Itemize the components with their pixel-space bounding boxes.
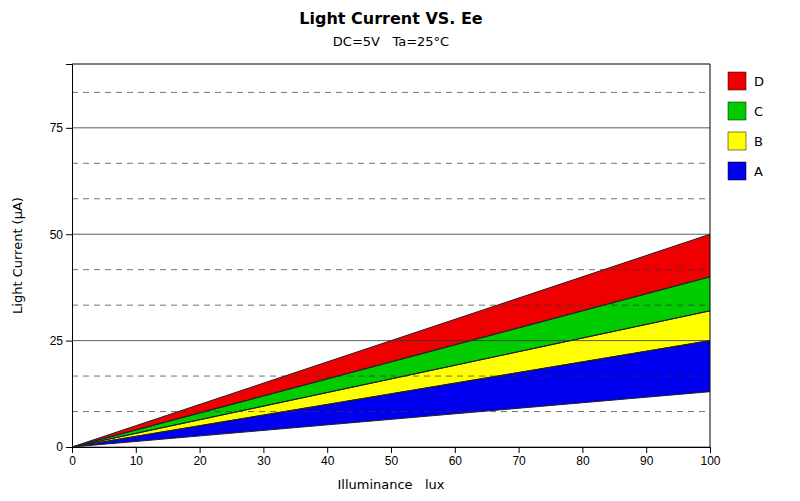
band-edge bbox=[72, 234, 710, 447]
legend-item: D bbox=[728, 72, 764, 90]
plot-frame bbox=[710, 64, 711, 447]
x-tick: 20 bbox=[193, 447, 207, 468]
band bbox=[72, 277, 710, 447]
x-tick-label: 90 bbox=[640, 454, 654, 468]
band-edge bbox=[72, 392, 710, 447]
band-edge bbox=[72, 311, 710, 447]
y-tick-mark bbox=[66, 341, 72, 342]
x-tick-mark bbox=[582, 447, 583, 453]
x-axis: 0 10 20 30 40 50 60 70 80 90 100 bbox=[69, 447, 721, 468]
x-tick-label: 50 bbox=[385, 454, 399, 468]
x-tick-label: 30 bbox=[257, 454, 271, 468]
grid-line bbox=[72, 127, 710, 128]
x-tick-label: 80 bbox=[576, 454, 590, 468]
y-tick-mark bbox=[66, 128, 72, 129]
legend-label: D bbox=[754, 74, 764, 89]
plot-frame bbox=[72, 64, 710, 65]
x-tick-mark bbox=[200, 447, 201, 453]
subtitle: DC=5V Ta=25°C bbox=[333, 34, 449, 49]
legend-swatch bbox=[728, 72, 746, 90]
y-tick-label: 75 bbox=[50, 121, 64, 135]
x-tick: 100 bbox=[700, 447, 720, 468]
plot-area: 0 10 20 30 40 50 60 70 80 90 100 0 25 50 75 bbox=[50, 64, 721, 468]
x-tick: 70 bbox=[512, 447, 526, 468]
x-tick-mark bbox=[455, 447, 456, 453]
x-tick-mark bbox=[136, 447, 137, 453]
minor-grid-line bbox=[72, 163, 710, 164]
legend-swatch bbox=[728, 162, 746, 180]
x-tick-mark bbox=[710, 447, 711, 453]
x-tick: 60 bbox=[449, 447, 463, 468]
x-tick-mark bbox=[327, 447, 328, 453]
y-tick-mark bbox=[66, 234, 72, 235]
minor-grid-line bbox=[72, 411, 710, 412]
x-axis-line bbox=[73, 448, 711, 454]
minor-grid-line bbox=[72, 269, 710, 270]
x-axis-title: Illuminance lux bbox=[337, 477, 444, 492]
y-axis-title: Light Current (μA) bbox=[10, 197, 25, 314]
legend-swatch bbox=[728, 102, 746, 120]
x-tick: 40 bbox=[321, 447, 335, 468]
band-edge bbox=[72, 311, 710, 447]
x-tick: 30 bbox=[257, 447, 271, 468]
x-tick-mark bbox=[263, 447, 264, 453]
y-tick: 0 bbox=[56, 440, 72, 454]
x-tick-label: 40 bbox=[321, 454, 335, 468]
band-edge bbox=[72, 277, 710, 447]
grid-line bbox=[72, 234, 710, 235]
minor-grid-line bbox=[72, 92, 710, 93]
x-tick: 50 bbox=[385, 447, 399, 468]
minor-grid-line bbox=[72, 198, 710, 199]
x-tick: 80 bbox=[576, 447, 590, 468]
legend-item: C bbox=[728, 102, 763, 120]
band-edge bbox=[72, 341, 710, 447]
title: Light Current VS. Ee bbox=[299, 9, 483, 28]
legend-label: C bbox=[754, 104, 763, 119]
legend-label: A bbox=[754, 164, 763, 179]
band-edge bbox=[72, 277, 710, 447]
x-tick-mark bbox=[391, 447, 392, 453]
y-tick: 25 bbox=[50, 334, 72, 348]
x-tick-label: 100 bbox=[700, 454, 720, 468]
x-tick-label: 70 bbox=[512, 454, 526, 468]
legend-swatch bbox=[728, 132, 746, 150]
x-tick-label: 10 bbox=[130, 454, 144, 468]
x-tick-label: 20 bbox=[193, 454, 207, 468]
y-axis-line bbox=[66, 65, 73, 448]
x-tick: 90 bbox=[640, 447, 654, 468]
x-tick-mark bbox=[519, 447, 520, 453]
y-tick-label: 25 bbox=[50, 334, 64, 348]
x-tick-mark bbox=[646, 447, 647, 453]
band-edge bbox=[72, 341, 710, 447]
band bbox=[72, 311, 710, 447]
x-tick-label: 60 bbox=[449, 454, 463, 468]
x-tick-label: 0 bbox=[69, 454, 76, 468]
legend-item: B bbox=[728, 132, 763, 150]
minor-grid-line bbox=[72, 305, 710, 306]
chart: Light Current VS. Ee DC=5V Ta=25°C 0 10 20 30… bbox=[0, 0, 800, 501]
y-tick: 75 bbox=[50, 121, 72, 135]
y-axis: 0 25 50 75 bbox=[50, 65, 73, 455]
grid-line bbox=[72, 447, 710, 448]
x-tick: 10 bbox=[130, 447, 144, 468]
y-tick: 50 bbox=[50, 228, 72, 242]
legend: DCBA bbox=[728, 72, 764, 180]
legend-label: B bbox=[754, 134, 763, 149]
legend-item: A bbox=[728, 162, 763, 180]
plot-marks bbox=[72, 92, 710, 447]
minor-grid-line bbox=[72, 376, 710, 377]
x-tick: 0 bbox=[69, 447, 76, 468]
y-tick-label: 0 bbox=[56, 440, 63, 454]
y-tick-mark bbox=[66, 447, 72, 448]
grid-line bbox=[72, 340, 710, 341]
y-tick-label: 50 bbox=[50, 228, 64, 242]
band bbox=[72, 234, 710, 447]
